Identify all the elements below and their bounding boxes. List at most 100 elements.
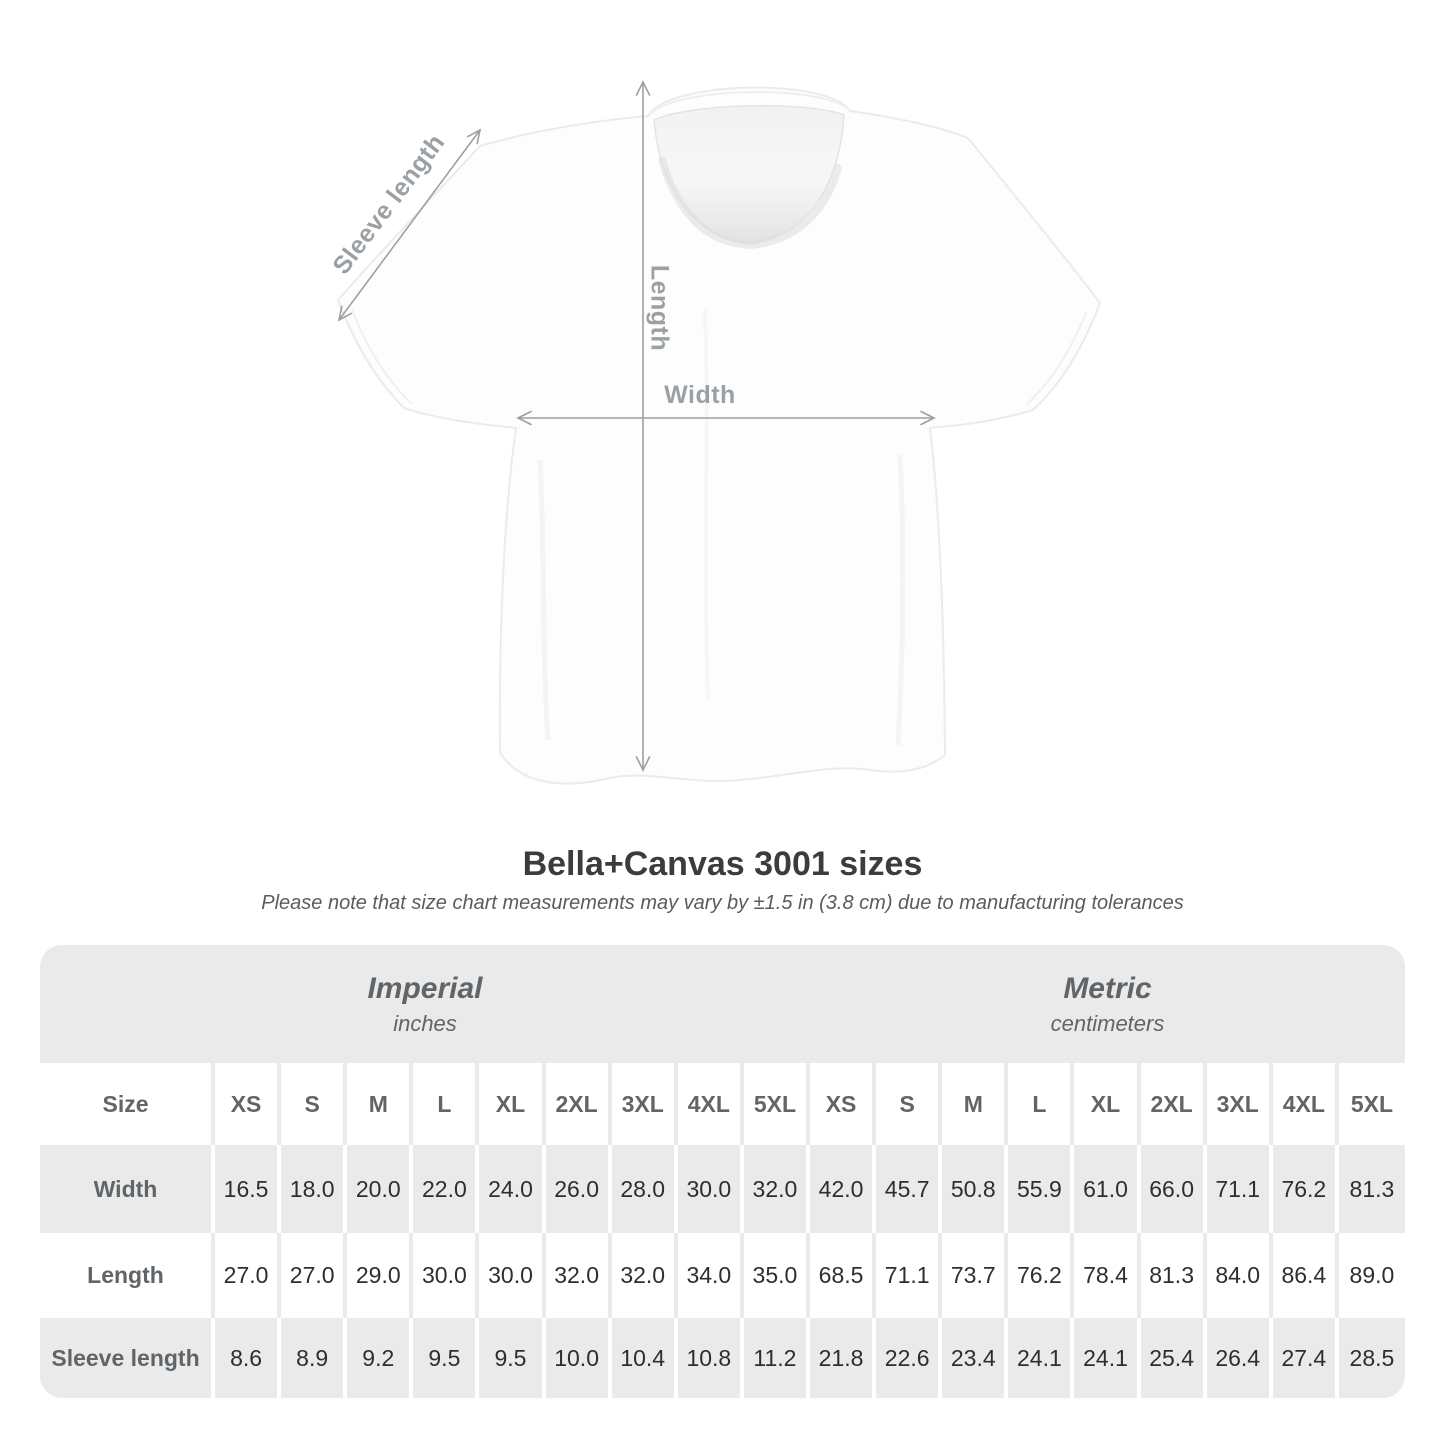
length-label: Length bbox=[645, 265, 673, 351]
measurement-cell: 20.0 bbox=[347, 1145, 414, 1233]
measurement-cell: 81.3 bbox=[1338, 1145, 1405, 1233]
imperial-unit: inches bbox=[393, 1010, 457, 1036]
size-column-header: 3XL bbox=[611, 1063, 678, 1145]
fabric-fold-line bbox=[703, 309, 710, 701]
measurement-cell: 78.4 bbox=[1074, 1233, 1141, 1318]
size-column-header: L bbox=[1008, 1063, 1075, 1145]
measurement-cell: 30.0 bbox=[479, 1233, 546, 1318]
measurement-cell: 89.0 bbox=[1338, 1233, 1405, 1318]
measurement-cell: 10.8 bbox=[677, 1318, 744, 1398]
measurement-cell: 21.8 bbox=[810, 1318, 877, 1398]
length-arrow bbox=[635, 80, 651, 772]
sleeve-length-arrow bbox=[337, 128, 482, 322]
measurement-cell: 66.0 bbox=[1140, 1145, 1207, 1233]
size-table: Imperial inches Metric centimeters Size … bbox=[40, 945, 1405, 1398]
measurement-cell: 29.0 bbox=[347, 1233, 414, 1318]
imperial-label: Imperial bbox=[367, 971, 483, 1005]
measurement-cell: 71.1 bbox=[1206, 1145, 1273, 1233]
measurement-cell: 9.5 bbox=[479, 1318, 546, 1398]
size-column-header: L bbox=[413, 1063, 480, 1145]
measurement-cell: 84.0 bbox=[1206, 1233, 1273, 1318]
measurement-cell: 32.0 bbox=[545, 1233, 612, 1318]
size-column-header: M bbox=[347, 1063, 414, 1145]
width-arrow bbox=[516, 410, 936, 426]
tshirt-diagram: Width Length Sleeve length bbox=[327, 80, 1101, 785]
size-column-header: 2XL bbox=[1140, 1063, 1207, 1145]
size-column-header: 4XL bbox=[677, 1063, 744, 1145]
measurement-cell: 34.0 bbox=[677, 1233, 744, 1318]
measurement-cell: 28.0 bbox=[611, 1145, 678, 1233]
size-column-header: XL bbox=[1074, 1063, 1141, 1145]
fabric-fold-line bbox=[537, 459, 551, 741]
metric-unit: centimeters bbox=[1050, 1010, 1165, 1036]
tshirt-body bbox=[337, 86, 1101, 785]
measurement-cell: 68.5 bbox=[810, 1233, 877, 1318]
measurement-cell: 27.0 bbox=[281, 1233, 348, 1318]
measurement-cell: 25.4 bbox=[1140, 1318, 1207, 1398]
measurement-cell: 23.4 bbox=[942, 1318, 1009, 1398]
size-column-header: 2XL bbox=[545, 1063, 612, 1145]
cuff-seam-left bbox=[351, 309, 413, 405]
measurement-cell: 16.5 bbox=[215, 1145, 282, 1233]
measurement-cell: 81.3 bbox=[1140, 1233, 1207, 1318]
measurement-cell: 24.1 bbox=[1074, 1318, 1141, 1398]
metric-label: Metric bbox=[1063, 971, 1152, 1005]
size-column-header: M bbox=[942, 1063, 1009, 1145]
measurement-cell: 71.1 bbox=[876, 1233, 943, 1318]
measurement-cell: 32.0 bbox=[743, 1145, 810, 1233]
measurement-cell: 26.4 bbox=[1206, 1318, 1273, 1398]
cuff-seam-right bbox=[1025, 312, 1087, 406]
group-header-imperial: Imperial inches bbox=[40, 945, 810, 1063]
measurement-cell: 35.0 bbox=[743, 1233, 810, 1318]
measurement-cell: 76.2 bbox=[1272, 1145, 1339, 1233]
measurement-cell: 9.5 bbox=[413, 1318, 480, 1398]
fabric-fold-line bbox=[895, 454, 906, 746]
measurement-cell: 27.4 bbox=[1272, 1318, 1339, 1398]
size-column-header: 4XL bbox=[1272, 1063, 1339, 1145]
size-column-header: XS bbox=[215, 1063, 282, 1145]
col-header-size: Size bbox=[40, 1063, 215, 1145]
measurement-cell: 11.2 bbox=[743, 1318, 810, 1398]
group-header-metric: Metric centimeters bbox=[810, 945, 1405, 1063]
row-label-length: Length bbox=[40, 1233, 215, 1318]
size-column-header: S bbox=[281, 1063, 348, 1145]
width-label: Width bbox=[664, 381, 736, 409]
measurement-cell: 86.4 bbox=[1272, 1233, 1339, 1318]
page-title: Bella+Canvas 3001 sizes bbox=[522, 845, 923, 883]
size-column-header: 3XL bbox=[1206, 1063, 1273, 1145]
measurement-cell: 9.2 bbox=[347, 1318, 414, 1398]
measurement-cell: 73.7 bbox=[942, 1233, 1009, 1318]
measurement-cell: 61.0 bbox=[1074, 1145, 1141, 1233]
measurement-cell: 30.0 bbox=[413, 1233, 480, 1318]
measurement-cell: 24.1 bbox=[1008, 1318, 1075, 1398]
measurement-cell: 50.8 bbox=[942, 1145, 1009, 1233]
measurement-cell: 8.9 bbox=[281, 1318, 348, 1398]
size-column-header: XL bbox=[479, 1063, 546, 1145]
size-column-header: S bbox=[876, 1063, 943, 1145]
collar-seam bbox=[647, 91, 851, 117]
measurement-cell: 18.0 bbox=[281, 1145, 348, 1233]
page-subtitle: Please note that size chart measurements… bbox=[261, 892, 1184, 914]
measurement-cell: 24.0 bbox=[479, 1145, 546, 1233]
size-column-header: 5XL bbox=[743, 1063, 810, 1145]
measurement-cell: 8.6 bbox=[215, 1318, 282, 1398]
measurement-cell: 26.0 bbox=[545, 1145, 612, 1233]
measurement-cell: 28.5 bbox=[1338, 1318, 1405, 1398]
measurement-cell: 22.6 bbox=[876, 1318, 943, 1398]
measurement-cell: 32.0 bbox=[611, 1233, 678, 1318]
measurement-cell: 42.0 bbox=[810, 1145, 877, 1233]
measurement-cell: 10.0 bbox=[545, 1318, 612, 1398]
size-column-header: 5XL bbox=[1338, 1063, 1405, 1145]
measurement-cell: 76.2 bbox=[1008, 1233, 1075, 1318]
measurement-cell: 22.0 bbox=[413, 1145, 480, 1233]
collar-inner-shadow bbox=[658, 156, 842, 250]
measurement-cell: 45.7 bbox=[876, 1145, 943, 1233]
measurement-cell: 27.0 bbox=[215, 1233, 282, 1318]
measurement-cell: 10.4 bbox=[611, 1318, 678, 1398]
size-column-header: XS bbox=[810, 1063, 877, 1145]
measurement-cell: 55.9 bbox=[1008, 1145, 1075, 1233]
row-label-sleeve-length: Sleeve length bbox=[40, 1318, 215, 1398]
row-label-width: Width bbox=[40, 1145, 215, 1233]
measurement-cell: 30.0 bbox=[677, 1145, 744, 1233]
